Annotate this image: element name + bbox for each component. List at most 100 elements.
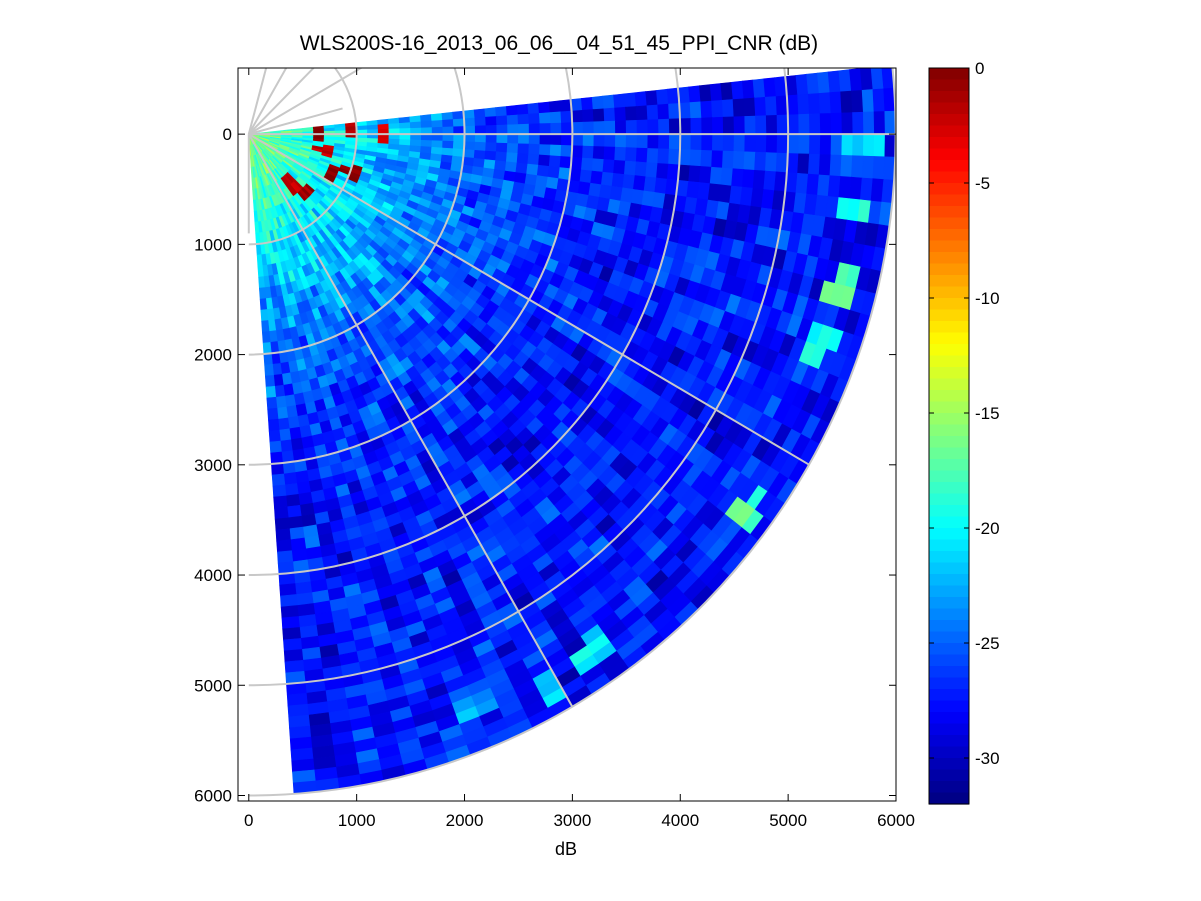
- x-tick-label: 6000: [877, 811, 915, 830]
- cnr-cell: [290, 437, 304, 452]
- cnr-cell: [261, 320, 270, 333]
- cnr-cell: [504, 161, 518, 173]
- cnr-cell: [256, 254, 263, 267]
- colorbar-step: [929, 735, 969, 748]
- cnr-cell: [255, 243, 262, 256]
- cnr-cell: [614, 133, 627, 148]
- cnr-cell: [294, 470, 310, 484]
- cnr-cell: [452, 110, 465, 120]
- cnr-cell: [765, 114, 778, 135]
- cnr-cell: [496, 124, 509, 135]
- cnr-cell: [538, 101, 551, 114]
- cnr-cell: [485, 124, 498, 135]
- cnr-cell: [700, 149, 713, 168]
- cnr-cell: [656, 88, 669, 106]
- cnr-cell: [720, 167, 734, 187]
- cnr-cell: [592, 146, 605, 160]
- x-tick-label: 0: [244, 811, 253, 830]
- cnr-cell: [442, 133, 455, 142]
- cnr-cell: [755, 115, 767, 135]
- grid-spoke: [248, 68, 315, 135]
- cnr-cell: [474, 125, 487, 135]
- cnr-cell: [485, 133, 498, 144]
- cnr-cell: [743, 151, 756, 171]
- cnr-cell: [614, 106, 627, 122]
- cnr-cell: [593, 133, 606, 148]
- cnr-cell: [862, 133, 875, 157]
- cnr-cell: [263, 353, 273, 366]
- colorbar-step: [929, 102, 969, 115]
- cnr-cell: [276, 539, 292, 553]
- cnr-cell: [430, 113, 443, 122]
- cnr-cell: [636, 133, 649, 149]
- cnr-cell: [807, 93, 821, 115]
- colorbar-step: [929, 700, 969, 713]
- cnr-cell: [277, 550, 294, 564]
- colorbar-step: [929, 378, 969, 391]
- cnr-cell: [678, 102, 692, 120]
- cnr-cell: [852, 133, 864, 157]
- cnr-sector-cells: [248, 68, 896, 795]
- cnr-cell: [474, 116, 487, 127]
- grid-spoke: [248, 68, 363, 135]
- cnr-cell: [290, 537, 307, 552]
- cnr-cell: [275, 395, 287, 409]
- cnr-cell: [873, 111, 886, 135]
- cnr-cell: [515, 162, 529, 175]
- cnr-cell: [622, 174, 636, 190]
- cnr-cell: [387, 117, 400, 125]
- cnr-cell: [634, 161, 648, 178]
- cnr-cell: [872, 156, 886, 180]
- x-tick-label: 2000: [446, 811, 484, 830]
- cnr-cell: [840, 154, 853, 178]
- cnr-cell: [505, 104, 519, 117]
- cnr-cell: [431, 126, 444, 135]
- cnr-cell: [274, 517, 290, 531]
- cnr-cell: [830, 133, 843, 156]
- cnr-cell: [282, 627, 302, 641]
- cnr-cell: [288, 426, 302, 441]
- cnr-cell: [484, 150, 497, 161]
- cnr-cell: [720, 81, 734, 101]
- cnr-cell: [420, 114, 433, 123]
- colorbar-step: [929, 597, 969, 610]
- colorbar-step: [929, 217, 969, 230]
- cnr-cell: [861, 155, 875, 180]
- colorbar-step: [929, 252, 969, 265]
- cnr-cell: [752, 169, 766, 190]
- cnr-cell: [643, 176, 657, 193]
- cnr-cell: [262, 342, 272, 355]
- cnr-cell: [635, 105, 649, 121]
- cnr-cell: [285, 493, 301, 508]
- cnr-cell: [809, 133, 821, 155]
- cnr-cell: [668, 133, 681, 150]
- cnr-cell: [289, 725, 312, 740]
- cnr-cell: [291, 548, 308, 563]
- plot-frame: [237, 67, 897, 802]
- cnr-cell: [806, 173, 820, 196]
- x-axis-label: dB: [555, 839, 577, 859]
- cnr-cell: [496, 133, 509, 144]
- colorbar-step: [929, 436, 969, 449]
- colorbar-step: [929, 332, 969, 345]
- cnr-cell: [495, 115, 508, 126]
- cnr-cell: [288, 714, 311, 729]
- colorbar-step: [929, 654, 969, 667]
- y-tick-label: 3000: [194, 456, 232, 475]
- cnr-cell: [829, 154, 843, 177]
- cnr-cell: [474, 141, 487, 152]
- cnr-cell: [517, 113, 530, 125]
- cnr-cell: [679, 118, 692, 135]
- colorbar-step: [929, 470, 969, 483]
- cnr-cell: [699, 84, 712, 103]
- cnr-cell: [549, 144, 562, 157]
- cnr-cell: [809, 113, 821, 135]
- cnr-cell: [701, 133, 713, 152]
- cnr-cell: [539, 133, 552, 146]
- cnr-cell: [280, 439, 293, 453]
- cnr-cell: [604, 133, 616, 148]
- cnr-cell: [274, 506, 289, 520]
- cnr-cell: [345, 126, 357, 132]
- colorbar-step: [929, 298, 969, 311]
